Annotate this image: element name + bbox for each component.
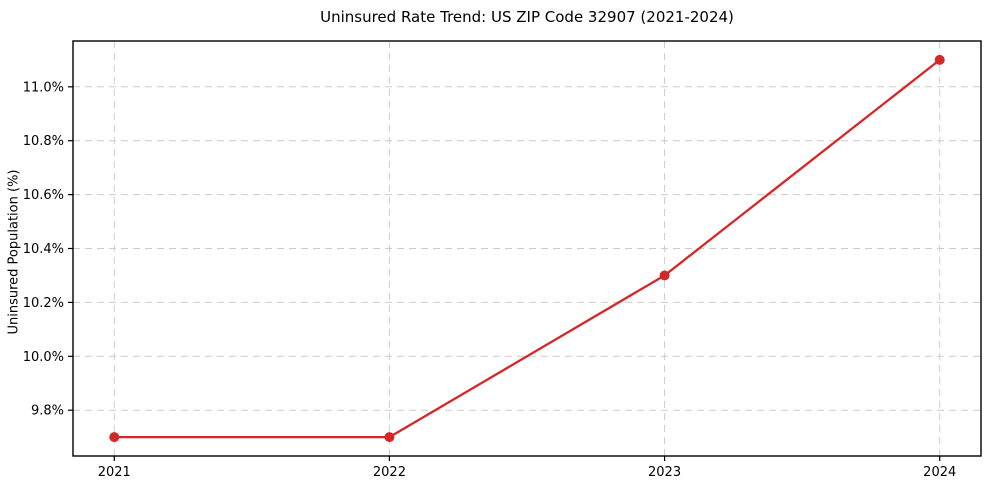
- data-point-marker: [934, 54, 945, 65]
- y-tick-label: 10.6%: [23, 188, 64, 203]
- trend-line: [113, 58, 941, 439]
- axis-tick-labels: 9.8% 10.0% 10.2% 10.4% 10.6% 10.8% 11.0% 2021 20…: [23, 80, 957, 480]
- y-tick-label: 10.4%: [23, 242, 64, 257]
- x-tick-label: 2021: [98, 465, 131, 480]
- y-tick-label: 9.8%: [31, 404, 64, 419]
- y-tick-label: 11.0%: [23, 80, 64, 95]
- data-series: [109, 54, 945, 443]
- y-tick-label: 10.8%: [23, 134, 64, 149]
- x-tick-label: 2024: [923, 465, 956, 480]
- gridlines: [73, 41, 981, 456]
- x-tick-label: 2022: [373, 465, 406, 480]
- y-tick-label: 10.0%: [23, 350, 64, 365]
- data-point-marker: [384, 432, 395, 443]
- x-tick-label: 2023: [648, 465, 681, 480]
- y-axis-label-text: Uninsured Population (%): [6, 169, 22, 335]
- chart-title: Uninsured Rate Trend: US ZIP Code 32907 …: [320, 8, 734, 26]
- axis-ticks: [68, 86, 941, 461]
- data-point-marker: [109, 432, 120, 443]
- data-point-marker: [659, 270, 670, 281]
- y-tick-label: 10.2%: [23, 296, 64, 311]
